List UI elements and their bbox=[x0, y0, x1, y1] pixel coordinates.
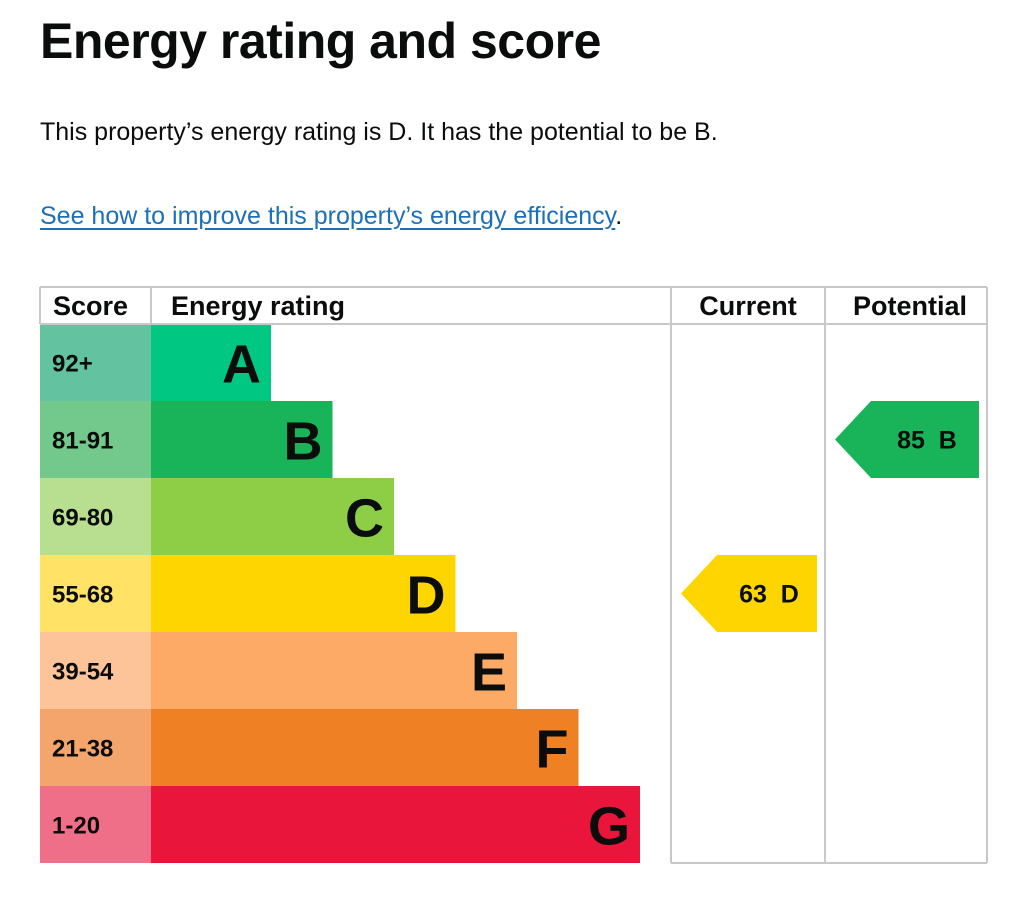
score-label-e: 39-54 bbox=[52, 659, 114, 686]
score-cell-a bbox=[40, 324, 151, 401]
potential-header: Potential bbox=[853, 291, 967, 321]
score-label-f: 21-38 bbox=[52, 736, 113, 763]
score-cell-c bbox=[40, 478, 151, 555]
band-bar-g bbox=[151, 786, 640, 863]
score-cell-d bbox=[40, 555, 151, 632]
band-bar-c bbox=[151, 478, 394, 555]
band-letter-f: F bbox=[536, 720, 569, 780]
score-cell-g bbox=[40, 786, 151, 863]
potential-arrow bbox=[835, 401, 979, 478]
band-letter-e: E bbox=[471, 643, 507, 703]
score-header: Score bbox=[53, 291, 128, 321]
band-bar-e bbox=[151, 632, 517, 709]
score-cell-b bbox=[40, 401, 151, 478]
energy-rating-header: Energy rating bbox=[171, 291, 345, 321]
score-cell-e bbox=[40, 632, 151, 709]
band-bar-b bbox=[151, 401, 333, 478]
band-letter-d: D bbox=[407, 566, 446, 626]
band-bar-a bbox=[151, 324, 271, 401]
band-bar-d bbox=[151, 555, 456, 632]
rating-summary: This property’s energy rating is D. It h… bbox=[40, 118, 718, 146]
current-arrow-label: 63 D bbox=[739, 581, 799, 609]
band-bar-f bbox=[151, 709, 579, 786]
score-cell-f bbox=[40, 709, 151, 786]
score-label-g: 1-20 bbox=[52, 813, 100, 840]
score-label-a: 92+ bbox=[52, 351, 93, 378]
band-letter-b: B bbox=[284, 412, 323, 472]
band-letter-a: A bbox=[222, 335, 261, 395]
link-trailing-period: . bbox=[615, 202, 623, 230]
score-label-d: 55-68 bbox=[52, 582, 113, 609]
current-arrow bbox=[681, 555, 817, 632]
improve-paragraph: See how to improve this property’s energ… bbox=[40, 202, 622, 231]
band-letter-c: C bbox=[345, 489, 384, 549]
score-label-b: 81-91 bbox=[52, 428, 113, 455]
current-header: Current bbox=[699, 291, 797, 321]
improve-efficiency-link[interactable]: See how to improve this property’s energ… bbox=[40, 202, 616, 230]
page-title: Energy rating and score bbox=[40, 13, 601, 69]
potential-arrow-label: 85 B bbox=[897, 427, 957, 455]
band-letter-g: G bbox=[588, 797, 630, 857]
score-label-c: 69-80 bbox=[52, 505, 113, 532]
